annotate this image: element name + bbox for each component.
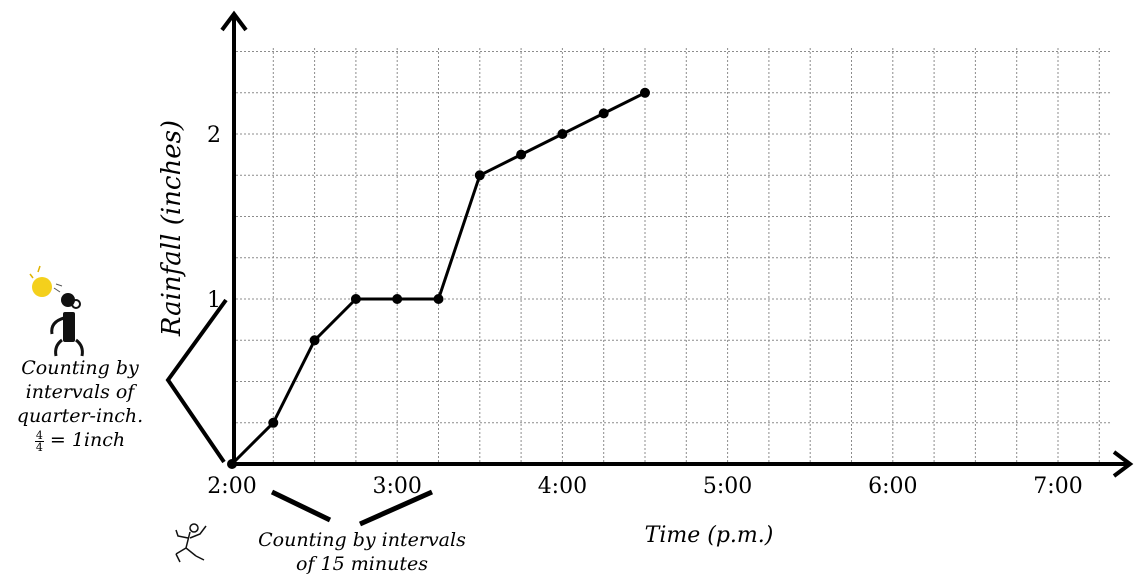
- fraction-equation: 4 4 = 1inch: [0, 428, 160, 453]
- data-point: [516, 149, 527, 160]
- data-point: [268, 417, 279, 428]
- y-tick-label: 1: [207, 288, 221, 313]
- x-interval-note-line: of 15 minutes: [296, 553, 428, 575]
- x-tick-label: 2:00: [207, 474, 256, 499]
- x-tick-label: 3:00: [372, 474, 421, 499]
- x-tick-labels: 2:00 3:00 4:00 5:00 6:00 7:00: [207, 474, 1082, 499]
- data-point: [640, 87, 650, 98]
- data-point: [227, 459, 237, 469]
- running-figure-icon: [175, 523, 207, 563]
- grid: [232, 48, 1110, 464]
- x-tick-label: 4:00: [538, 474, 587, 499]
- series-layer: [227, 87, 650, 469]
- fraction-rest: = 1inch: [49, 429, 126, 451]
- y-interval-note-line: quarter-inch.: [16, 405, 144, 427]
- data-point: [598, 108, 609, 119]
- x-axis-arrow: [1112, 450, 1134, 478]
- x-tick-label: 7:00: [1033, 474, 1082, 499]
- y-axis-title: Rainfall (inches): [157, 120, 187, 337]
- data-point: [433, 294, 444, 304]
- x-tick-label: 6:00: [868, 474, 917, 499]
- lightbulb-thinker-icon: [29, 265, 84, 357]
- y-interval-note-line: Counting by: [21, 357, 139, 379]
- axes: [220, 10, 1134, 478]
- data-point: [557, 129, 568, 139]
- x-interval-note-line: Counting by intervals: [258, 529, 466, 551]
- x-interval-bracket-right: [358, 489, 434, 527]
- y-tick-labels: 12: [207, 123, 221, 313]
- y-axis-arrow: [220, 10, 248, 32]
- x-interval-note: Counting by intervals of 15 minutes: [232, 528, 492, 576]
- y-interval-note-line: intervals of: [25, 381, 135, 403]
- data-point: [474, 170, 485, 181]
- y-tick-label: 2: [207, 123, 221, 148]
- fraction-denominator: 4: [35, 440, 43, 454]
- data-point: [392, 294, 403, 304]
- fraction-numerator: 4: [34, 428, 44, 442]
- y-interval-note: Counting by intervals of quarter-inch. 4…: [0, 356, 160, 453]
- data-point: [350, 294, 361, 304]
- x-tick-label: 5:00: [703, 474, 752, 499]
- x-interval-bracket-left: [270, 489, 332, 523]
- data-point: [309, 335, 320, 346]
- fraction: 4 4: [34, 428, 44, 454]
- y-interval-bracket: [165, 298, 228, 464]
- x-axis-title: Time (p.m.): [645, 523, 774, 548]
